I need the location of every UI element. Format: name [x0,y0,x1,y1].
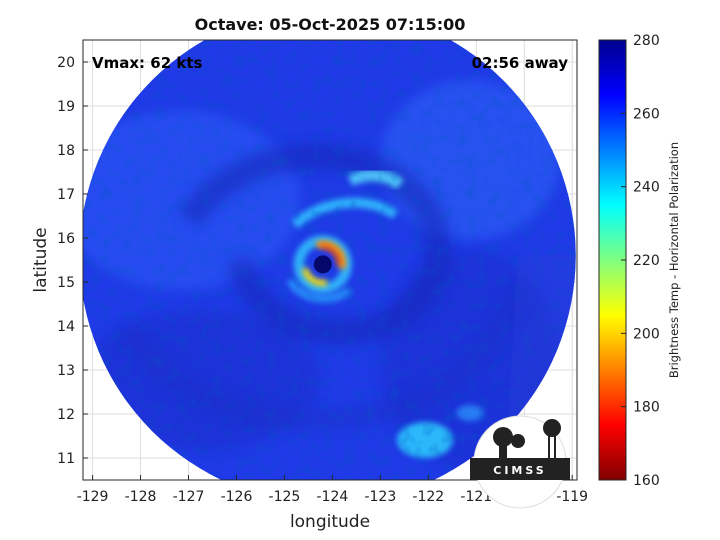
y-tick-label: 17 [57,187,75,203]
y-tick-label: 14 [57,319,75,335]
y-tick-label: 19 [57,99,75,115]
x-tick-label: -121 [460,489,492,505]
cimss-logo: CIMSS [470,415,570,509]
eyewall [293,235,352,294]
eyewall-outer [293,235,352,294]
x-tick-label: -124 [317,489,349,505]
microwave-swath [83,40,576,480]
storm-eye [313,255,332,274]
colorbar-tick-label: 240 [633,180,660,196]
y-tick-label: 16 [57,231,75,247]
plot-area [83,40,577,480]
colorbar-tick-label: 200 [633,326,660,342]
y-axis-ticks: 11 12 13 14 15 16 17 18 19 20 [57,55,88,467]
x-axis-label: longitude [290,512,370,532]
colorbar-tick-label: 180 [633,400,660,416]
y-axis-label: latitude [31,227,51,292]
y-tick-label: 15 [57,275,75,291]
plot-title: Octave: 05-Oct-2025 07:15:00 [195,15,466,34]
colorbar-ticks: 160 180 200 220 240 260 280 [621,33,660,489]
x-tick-label: -129 [77,489,109,505]
colorbar-tick-label: 260 [633,106,660,122]
eyewall-hot-arc [320,244,341,266]
y-tick-label: 18 [57,143,75,159]
x-tick-label: -128 [125,489,157,505]
x-tick-label: -122 [412,489,444,505]
colorbar: 160 180 200 220 240 260 280 Brightness Temp - … [598,33,681,489]
time-away-annotation: 02:56 away [472,54,569,72]
axes-frame [82,39,578,481]
eyewall-south-arc [301,267,328,286]
y-tick-label: 11 [57,451,75,467]
x-tick-label: -126 [221,489,253,505]
colorbar-label: Brightness Temp - Horizontal Polarizatio… [667,142,681,378]
logo-text: CIMSS [493,464,546,477]
eyewall-warm-arc [315,240,346,270]
x-tick-label: -125 [269,489,301,505]
x-tick-label: -123 [364,489,396,505]
colorbar-tick-label: 280 [633,33,660,49]
y-tick-label: 20 [57,55,75,71]
colorbar-tick-label: 160 [633,473,660,489]
y-tick-label: 12 [57,407,75,423]
vmax-annotation: Vmax: 62 kts [92,54,202,72]
x-tick-label: -127 [173,489,205,505]
y-tick-label: 13 [57,363,75,379]
x-tick-label: -119 [556,489,588,505]
colorbar-tick-label: 220 [633,253,660,269]
